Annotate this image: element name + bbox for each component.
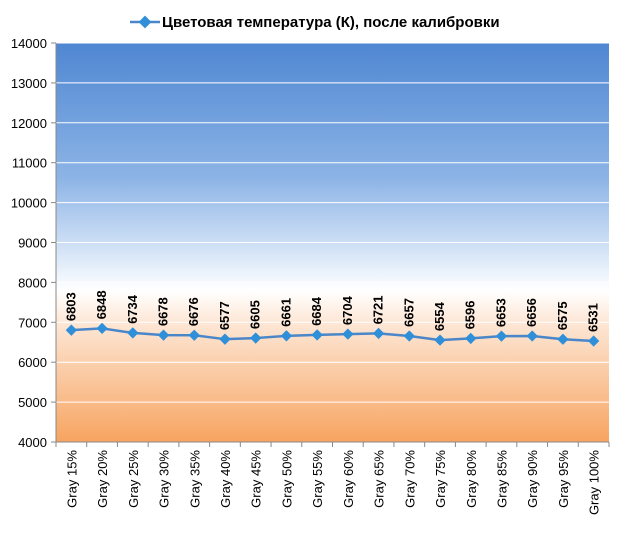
y-tick-label: 9000 [18,236,47,251]
y-tick-label: 11000 [12,156,47,171]
data-label: 6848 [94,290,109,319]
data-label: 6653 [493,298,508,327]
data-point [403,330,415,342]
x-tick-label: Gray 65% [372,450,387,508]
x-tick-label: Gray 15% [64,450,79,508]
data-point [157,329,170,341]
data-label: 6661 [278,298,293,327]
data-point [587,335,600,347]
data-label: 6656 [524,298,539,327]
y-tick-label: 4000 [18,435,47,450]
x-tick-label: Gray 30% [157,450,172,508]
data-point [434,334,446,346]
x-tick-label: Gray 45% [249,450,264,508]
data-label: 6554 [432,301,447,331]
data-point [495,330,508,342]
y-tick-label: 8000 [18,275,47,290]
y-tick-label: 13000 [11,76,47,91]
data-point [372,327,385,340]
legend-label: Цветовая температура (К), после калибров… [162,14,500,31]
data-labels: 6803 6848 6734 6678 6676 6577 6605 6661 6684 6704… [63,290,600,332]
y-tick-label: 6000 [18,355,47,370]
x-tick-label: Gray 100% [587,450,602,515]
data-label: 6678 [156,297,171,326]
data-point [465,332,477,345]
x-tick-label: Gray 60% [341,450,356,508]
y-tick-label: 14000 [11,36,47,51]
data-label: 6605 [248,300,263,329]
x-tick-label: Gray 55% [310,450,325,508]
gridlines [56,42,609,403]
series-line-group [65,322,600,347]
legend: Цветовая температура (К), после калибров… [130,14,500,31]
x-tick-label: Gray 95% [556,450,571,508]
data-label: 6803 [63,292,78,321]
x-axis: Gray 15% Gray 20% Gray 25% Gray 30% Gray 35%… [55,441,610,515]
data-label: 6575 [555,301,570,330]
x-tick-label: Gray 80% [464,450,479,508]
x-tick-label: Gray 75% [433,450,448,508]
data-label: 6531 [586,303,601,332]
y-axis: 4000 5000 6000 7000 8000 9000 10000 11000 12000 1… [11,36,57,450]
data-label: 6721 [371,296,386,325]
y-tick-label: 7000 [18,315,47,330]
y-tick-label: 5000 [18,395,47,410]
x-tick-label: Gray 40% [218,450,233,508]
data-label: 6657 [401,298,416,327]
data-point [188,329,200,341]
x-tick-label: Gray 70% [402,450,417,508]
x-tick-label: Gray 90% [525,450,540,508]
data-label: 6734 [125,294,140,324]
data-label: 6596 [463,300,478,329]
data-point [557,333,569,345]
x-tick-label: Gray 50% [279,450,294,508]
data-point [311,329,323,341]
data-point [127,327,139,339]
y-tick-label: 12000 [11,116,47,131]
x-tick-label: Gray 20% [95,450,110,508]
data-point [219,333,231,345]
data-label: 6676 [186,297,201,326]
x-tick-label: Gray 25% [126,450,141,508]
data-point [342,328,354,340]
data-point [526,330,538,342]
data-label: 6577 [217,301,232,330]
data-point [280,330,293,342]
x-tick-label: Gray 35% [187,450,202,508]
x-tick-label: Gray 85% [494,450,509,508]
data-label: 6704 [340,295,355,325]
data-point [250,332,262,344]
y-tick-label: 10000 [11,196,47,211]
legend-marker [138,15,152,29]
data-label: 6684 [309,296,324,326]
